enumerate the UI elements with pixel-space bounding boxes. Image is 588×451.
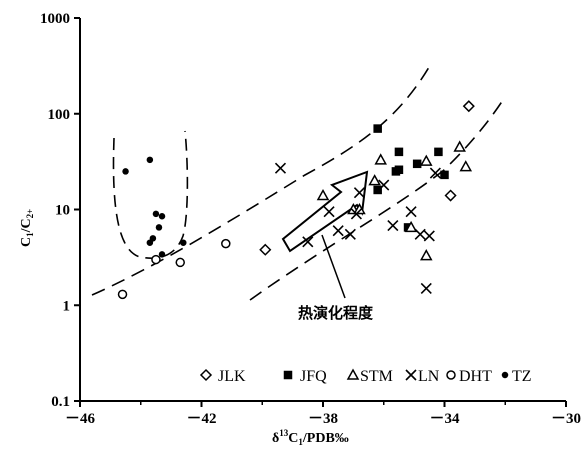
data-point-ln — [405, 206, 417, 218]
annotation-text: 热演化程度 — [298, 304, 374, 322]
data-point-jlk — [444, 189, 457, 202]
data-point-tz — [146, 156, 154, 164]
x-axis-title: δ13C1/PDB‰ — [272, 428, 349, 447]
data-point-ln — [387, 219, 399, 232]
data-point-tz — [180, 239, 187, 246]
y-tick-label: 0.1 — [51, 394, 70, 410]
data-point-dht — [175, 257, 185, 268]
legend-label-stm: STM — [360, 368, 393, 385]
data-point-jfq — [440, 170, 449, 180]
data-point-stm — [316, 188, 330, 201]
legend-marker-dht — [446, 370, 456, 380]
data-point-stm — [353, 202, 366, 215]
data-point-stm — [374, 153, 387, 165]
data-point-jfq — [373, 124, 382, 133]
data-point-ln — [429, 167, 441, 179]
legend: JLK JFQ STM LN DHT TZ — [199, 368, 532, 385]
data-point-ln — [344, 228, 356, 240]
thermal-evolution-arrow — [281, 170, 369, 253]
data-point-ln — [350, 208, 362, 220]
data-point-ln — [302, 236, 314, 248]
data-point-ln — [353, 187, 366, 199]
data-point-tz — [122, 168, 129, 175]
y-ticks: 0.1 1 10 100 1000 — [40, 11, 80, 410]
data-point-tz — [158, 213, 166, 220]
data-point-dht — [151, 254, 161, 265]
data-point-dht — [221, 238, 231, 249]
data-point-tz — [152, 210, 160, 218]
data-point-ln — [378, 179, 390, 191]
legend-label-dht: DHT — [459, 368, 492, 385]
axes — [79, 18, 566, 402]
x-tick-label: －46 — [65, 411, 96, 427]
data-point-stm — [368, 174, 381, 186]
data-point-ln — [332, 225, 344, 237]
data-point-stm — [453, 140, 466, 152]
x-ticks: －46 －42 －38 －34 －30 — [65, 401, 581, 427]
legend-marker-stm — [346, 368, 360, 380]
data-point-ln — [274, 162, 287, 174]
data-point-ln — [414, 228, 426, 240]
data-point-dht — [117, 289, 128, 300]
data-point-stm — [420, 154, 433, 166]
data-point-stm — [459, 160, 473, 172]
legend-marker-tz — [501, 371, 509, 379]
y-tick-label: 1000 — [40, 11, 70, 27]
x-tick-label: －38 — [308, 411, 338, 427]
data-point-tz — [158, 251, 166, 258]
data-points — [117, 100, 475, 300]
y-tick-label: 10 — [55, 203, 70, 219]
data-point-ln — [323, 206, 335, 218]
x-tick-label: －30 — [551, 411, 581, 427]
annotation-leader-line — [321, 234, 346, 299]
y-axis-title: C1/C2+ — [19, 209, 35, 247]
y-tick-label: 100 — [48, 107, 71, 123]
legend-marker-ln — [405, 369, 417, 381]
y-tick-label: 1 — [63, 298, 71, 314]
legend-label-ln: LN — [418, 368, 440, 385]
legend-label-tz: TZ — [512, 368, 532, 385]
data-point-jfq — [394, 147, 404, 157]
data-point-ln — [423, 230, 435, 242]
data-point-jfq — [394, 165, 404, 175]
data-point-stm — [420, 249, 433, 261]
data-point-jfq — [373, 185, 382, 195]
x-tick-label: －34 — [429, 411, 460, 427]
data-point-jlk — [259, 243, 272, 256]
u-envelope-curve — [112, 130, 189, 259]
data-point-ln — [420, 282, 432, 294]
data-point-jlk — [462, 100, 475, 113]
data-point-jfq — [412, 159, 422, 169]
lower-envelope-curve — [249, 99, 504, 301]
data-point-jfq — [434, 147, 443, 157]
legend-marker-jlk — [199, 368, 213, 382]
data-point-tz — [155, 224, 163, 231]
legend-label-jfq: JFQ — [300, 368, 327, 385]
legend-marker-jfq — [283, 370, 293, 380]
upper-envelope-curve — [91, 61, 433, 296]
x-tick-label: －42 — [186, 411, 216, 427]
legend-label-jlk: JLK — [218, 368, 246, 385]
data-point-stm — [404, 220, 418, 233]
data-point-tz — [146, 239, 154, 246]
